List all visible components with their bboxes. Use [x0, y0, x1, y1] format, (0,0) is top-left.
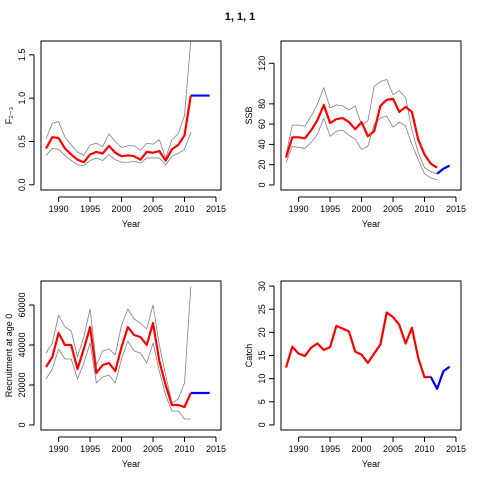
series-line-median [45, 321, 192, 409]
x-tick-label: 2005 [143, 204, 163, 214]
x-tick-label: 1990 [49, 444, 69, 454]
series-line-forecast [436, 164, 451, 175]
y-tick-label: 0 [17, 422, 27, 427]
y-tick-label: 0 [257, 182, 267, 187]
x-tick-label: 2015 [446, 204, 466, 214]
series-line-median [45, 95, 192, 164]
y-tick-label: 1.0 [17, 92, 27, 105]
plot-frame [280, 280, 462, 431]
y-tick-label: 60 [257, 119, 267, 129]
y-tick-label: 5 [257, 399, 267, 404]
x-axis-title: Year [362, 219, 380, 229]
y-tick-label: 0.5 [17, 135, 27, 148]
x-tick-label: 1990 [289, 204, 309, 214]
series-line-upper [45, 286, 192, 404]
x-tick-label: 2010 [414, 444, 434, 454]
chart-panel-4: 1990 1995 2000 2005 2010 2015 Year 0 5 10 15 20 25 30… [244, 280, 466, 469]
x-tick-label: 1995 [80, 444, 100, 454]
chart-panel-1: 1990 1995 2000 2005 2010 2015 Year 0.0 0.5 1.0 1.5… [4, 40, 226, 229]
x-axis-title: Year [362, 459, 380, 469]
y-tick-label: 1.5 [17, 49, 27, 62]
x-tick-label: 1990 [49, 204, 69, 214]
x-tick-label: 2015 [206, 444, 226, 454]
y-tick-label: 20 [257, 160, 267, 170]
x-tick-label: 1995 [320, 444, 340, 454]
y-tick-label: 30 [257, 281, 267, 291]
x-tick-label: 2010 [174, 444, 194, 454]
series-line-lower [285, 115, 438, 181]
y-axis-title: Catch [244, 344, 254, 368]
series-line-forecast [429, 365, 451, 390]
y-tick-label: 20 [257, 327, 267, 337]
y-tick-label: 40000 [17, 332, 27, 357]
x-tick-label: 2000 [112, 204, 132, 214]
y-tick-label: 60000 [17, 292, 27, 317]
y-tick-label: 0 [257, 422, 267, 427]
x-axis-title: Year [122, 219, 140, 229]
chart-panel-3: 1990 1995 2000 2005 2010 2015 Year 0 20000 40000 6… [4, 280, 226, 469]
series-line-upper [45, 41, 192, 159]
y-tick-label: 20000 [17, 372, 27, 397]
y-axis-title: F₂₋₃ [4, 106, 14, 124]
x-tick-label: 1995 [80, 204, 100, 214]
x-tick-label: 2005 [143, 444, 163, 454]
y-tick-label: 10 [257, 374, 267, 384]
figure-title: 1, 1, 1 [225, 11, 256, 23]
series-line-upper [285, 79, 438, 175]
plot-frame [40, 280, 222, 431]
x-tick-label: 2010 [174, 204, 194, 214]
series-line-lower [45, 132, 192, 167]
y-tick-label: 25 [257, 304, 267, 314]
x-tick-label: 2000 [352, 204, 372, 214]
x-tick-label: 2005 [383, 444, 403, 454]
plot-frame [40, 40, 222, 191]
x-axis-title: Year [122, 459, 140, 469]
series-line-median [284, 97, 438, 169]
x-tick-label: 2010 [414, 204, 434, 214]
y-axis-title: Recruitment at age 0 [4, 314, 14, 398]
y-tick-label: 15 [257, 350, 267, 360]
series-line-lower [45, 340, 191, 420]
y-tick-label: 80 [257, 99, 267, 109]
x-tick-label: 2000 [112, 444, 132, 454]
x-tick-label: 2005 [383, 204, 403, 214]
y-tick-label: 120 [257, 56, 267, 71]
x-tick-label: 2015 [206, 204, 226, 214]
x-tick-label: 1995 [320, 204, 340, 214]
series-line-median [284, 311, 431, 379]
y-tick-label: 0.0 [17, 179, 27, 192]
chart-panel-2: 1990 1995 2000 2005 2010 2015 Year 0 20 40 60 80 120… [244, 40, 466, 229]
y-axis-title: SSB [244, 106, 254, 124]
panels: 1990 1995 2000 2005 2010 2015Year0.00.51.01.5… [4, 40, 466, 469]
x-tick-label: 2015 [446, 444, 466, 454]
x-tick-label: 2000 [352, 444, 372, 454]
x-tick-label: 1990 [289, 444, 309, 454]
plot-frame [280, 40, 462, 191]
y-tick-label: 40 [257, 139, 267, 149]
